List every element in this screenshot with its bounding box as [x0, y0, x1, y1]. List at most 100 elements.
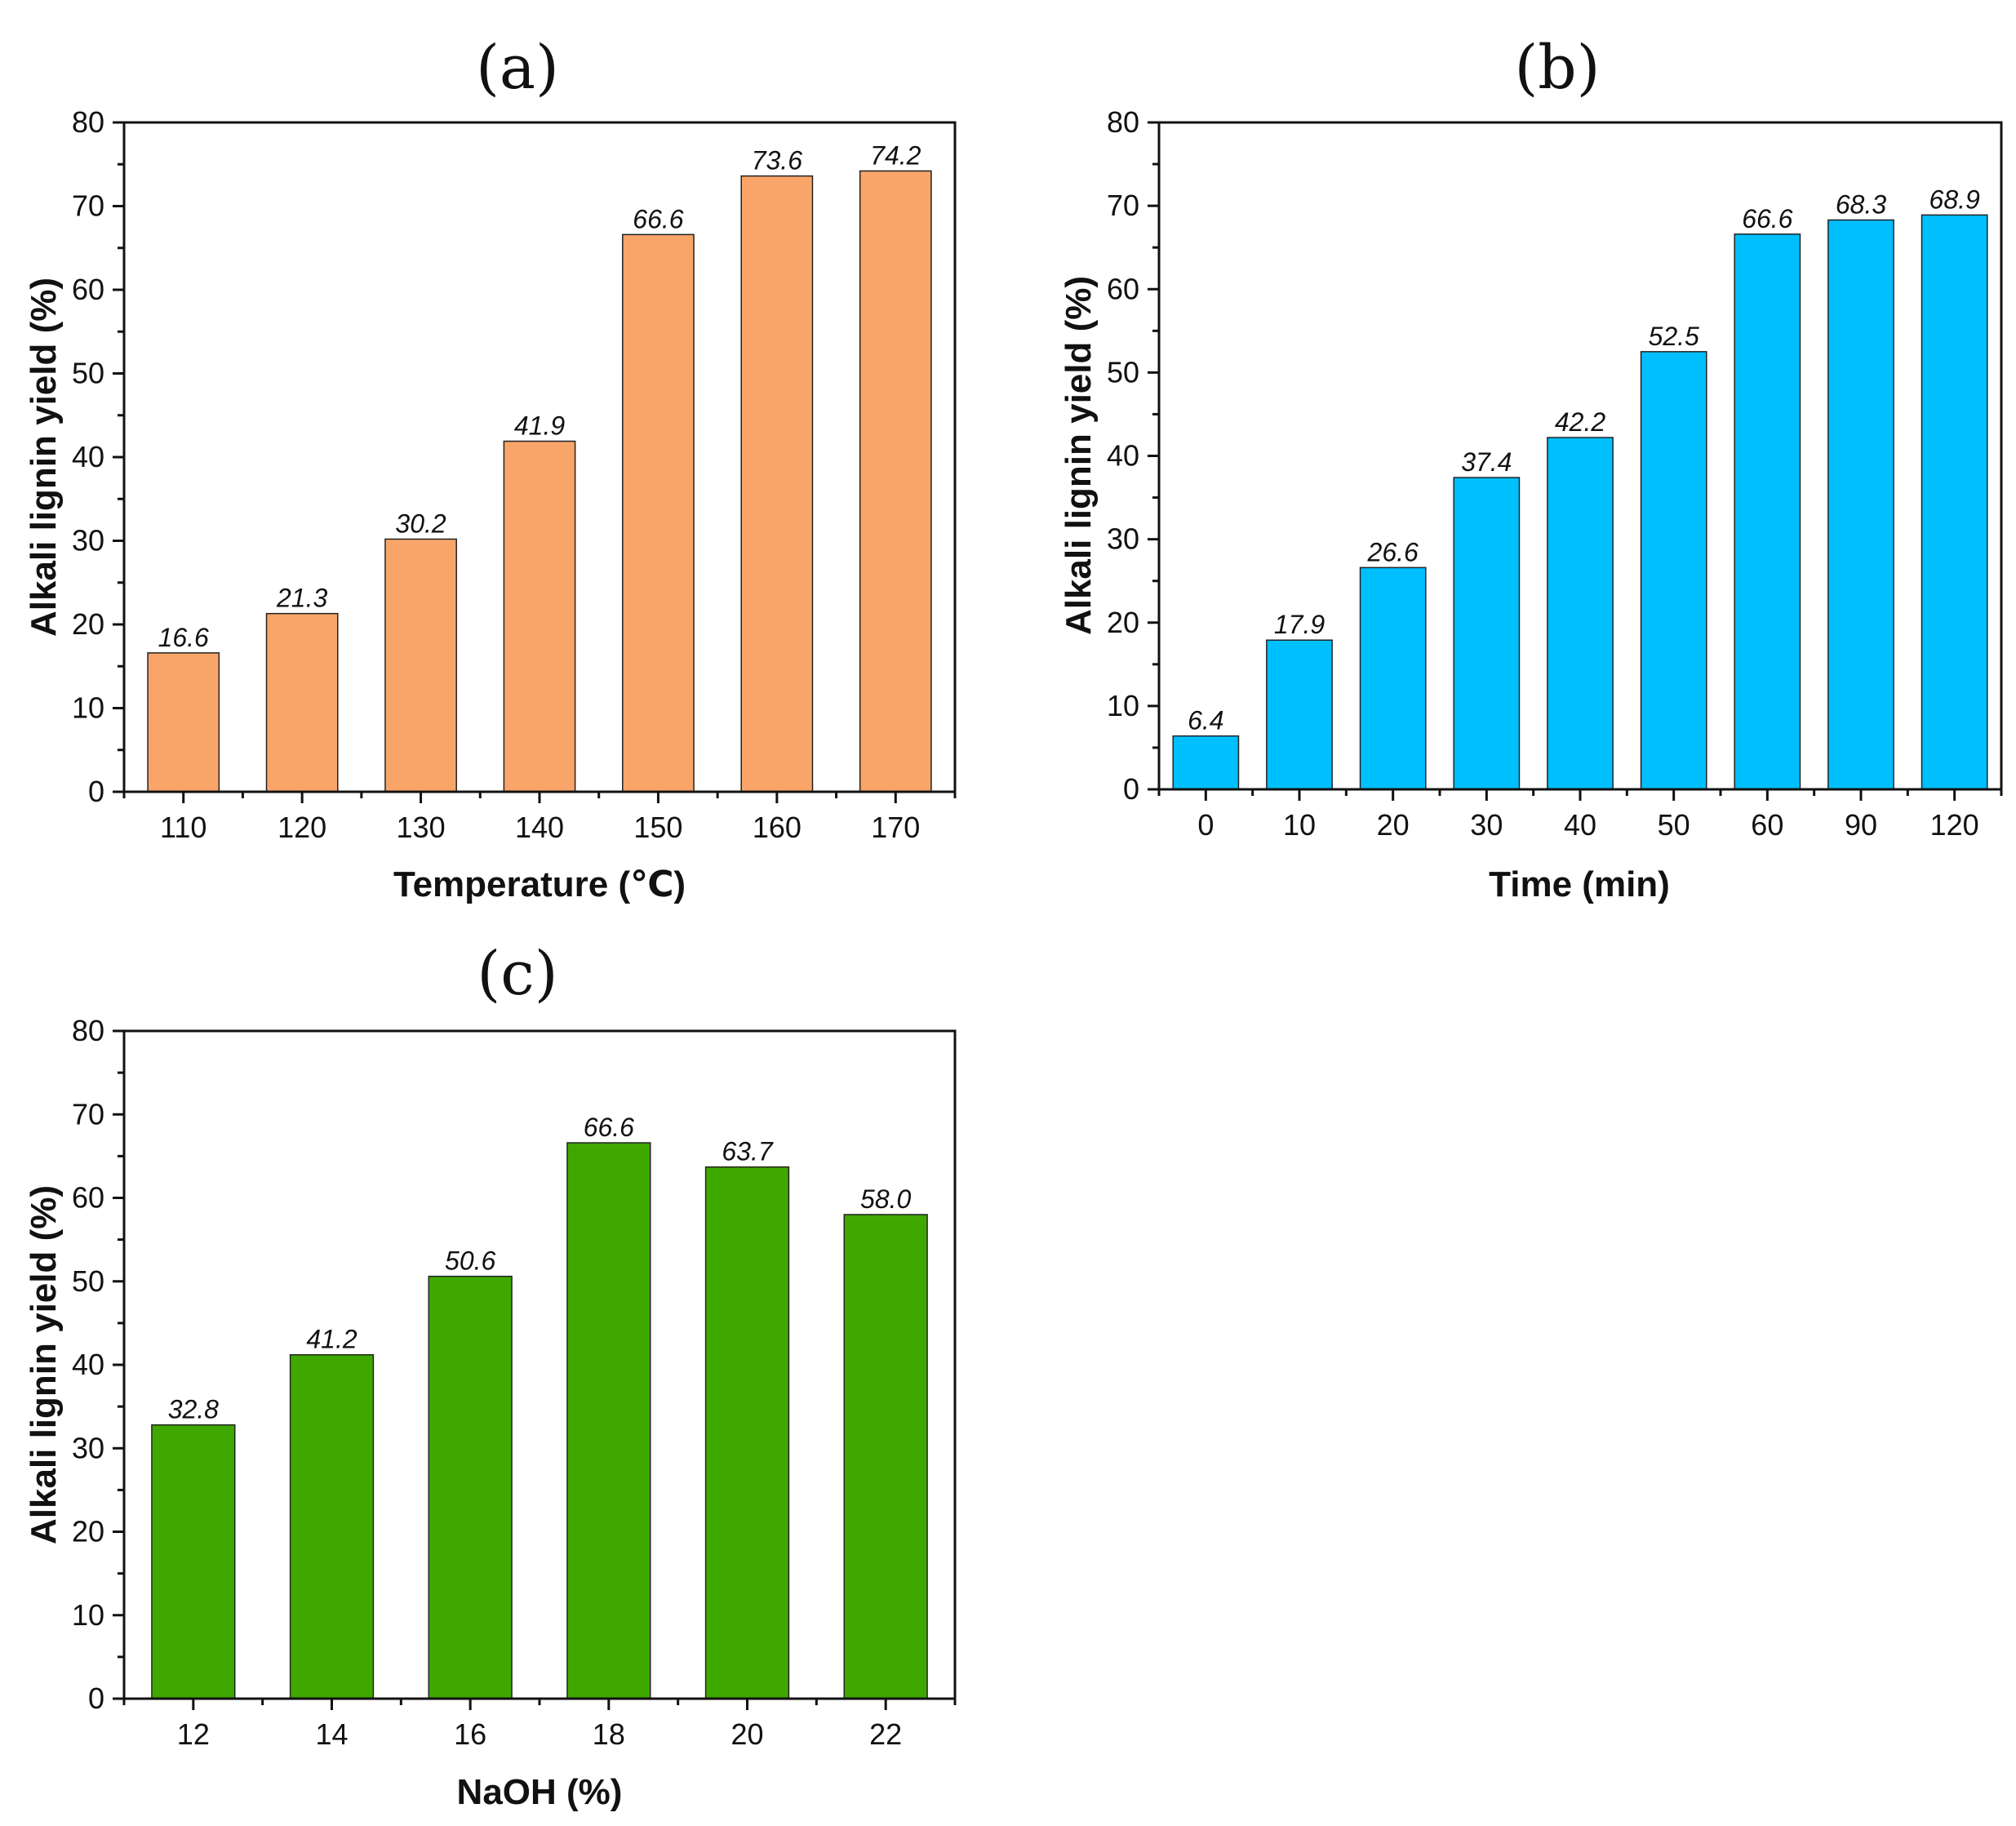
y-tick-label: 60 — [1107, 272, 1139, 305]
data-label: 63.7 — [722, 1137, 773, 1166]
data-label: 68.9 — [1929, 184, 1980, 214]
data-label: 41.2 — [306, 1325, 357, 1354]
x-tick-label: 22 — [869, 1717, 902, 1751]
y-tick-label: 40 — [1107, 439, 1139, 473]
panel-label: (b) — [1514, 33, 1600, 103]
data-label: 58.0 — [860, 1184, 911, 1214]
y-tick-label: 60 — [72, 273, 104, 306]
x-tick-label: 18 — [593, 1717, 625, 1751]
bar — [1359, 566, 1427, 790]
x-tick-label: 40 — [1564, 808, 1596, 842]
x-axis-title: Time (min) — [1489, 864, 1670, 904]
y-tick-label: 40 — [72, 440, 104, 473]
x-tick-label: 12 — [177, 1717, 210, 1751]
x-tick-label: 140 — [515, 811, 564, 844]
x-tick-label: 150 — [633, 811, 682, 844]
y-tick-label: 80 — [1107, 105, 1139, 139]
data-label: 26.6 — [1367, 537, 1419, 566]
x-tick-label: 60 — [1751, 808, 1783, 842]
y-tick-label: 80 — [72, 105, 104, 139]
x-tick-label: 120 — [1930, 808, 1979, 842]
bar — [566, 1142, 651, 1699]
x-tick-label: 160 — [753, 811, 802, 844]
y-tick-label: 30 — [72, 524, 104, 558]
y-tick-label: 70 — [72, 189, 104, 223]
bar — [1827, 219, 1894, 790]
y-tick-label: 30 — [1107, 522, 1139, 556]
data-label: 41.9 — [514, 411, 565, 441]
bar — [843, 1214, 928, 1699]
x-tick-label: 130 — [397, 811, 446, 844]
y-tick-label: 50 — [72, 1264, 104, 1298]
y-axis-title: Alkali lignin yield (%) — [24, 1185, 64, 1544]
data-label: 16.6 — [158, 623, 209, 652]
y-tick-label: 50 — [1107, 355, 1139, 389]
x-axis-title: NaOH (%) — [457, 1772, 623, 1812]
data-label: 52.5 — [1649, 322, 1699, 351]
y-tick-label: 10 — [72, 691, 104, 725]
y-tick-label: 70 — [72, 1097, 104, 1131]
x-tick-label: 30 — [1470, 808, 1503, 842]
bar — [622, 233, 695, 793]
chart-panel: (a) 16.6 21.3 30.2 41.9 66.6 73.6 74.2 0 10 20 30 40… — [24, 33, 957, 904]
data-label: 32.8 — [168, 1395, 219, 1424]
x-tick-label: 50 — [1658, 808, 1690, 842]
y-tick-label: 70 — [1107, 189, 1139, 222]
y-tick-label: 0 — [1123, 772, 1139, 806]
data-label: 66.6 — [633, 204, 683, 233]
bar — [428, 1275, 513, 1699]
bar — [503, 440, 576, 793]
bar — [1172, 735, 1240, 790]
y-tick-label: 40 — [72, 1348, 104, 1381]
y-tick-label: 10 — [1107, 689, 1139, 722]
y-tick-label: 50 — [72, 357, 104, 390]
data-label: 68.3 — [1836, 189, 1886, 219]
data-label: 17.9 — [1274, 610, 1325, 639]
data-label: 42.2 — [1555, 407, 1605, 437]
y-tick-label: 20 — [1107, 606, 1139, 639]
bar — [265, 612, 339, 793]
x-tick-label: 20 — [730, 1717, 763, 1751]
bar — [1734, 233, 1801, 790]
x-tick-label: 90 — [1845, 808, 1877, 842]
bar — [859, 170, 932, 793]
x-tick-label: 120 — [278, 811, 326, 844]
bar — [1640, 351, 1707, 790]
x-tick-label: 110 — [160, 811, 206, 844]
y-axis-title: Alkali lignin yield (%) — [24, 278, 64, 637]
y-tick-label: 10 — [72, 1598, 104, 1632]
bar — [704, 1166, 790, 1699]
x-tick-label: 20 — [1377, 808, 1410, 842]
chart-panel: (b) 6.4 17.9 26.6 37.4 42.2 52.5 66.6 68.3 68.9 0 1… — [1059, 33, 2003, 904]
bar — [1921, 214, 1988, 790]
chart-panel: (c) 32.8 41.2 50.6 66.6 63.7 58.0 0 10 20 30 40 50 60… — [24, 939, 957, 1812]
y-tick-label: 60 — [72, 1181, 104, 1215]
x-tick-label: 16 — [454, 1717, 486, 1751]
bar — [740, 175, 814, 793]
x-tick-label: 0 — [1197, 808, 1214, 842]
bar — [147, 652, 220, 793]
panel-label: (a) — [476, 33, 559, 103]
x-tick-label: 10 — [1283, 808, 1316, 842]
plot-frame — [122, 1029, 957, 1700]
x-axis-title: Temperature (℃) — [393, 864, 686, 904]
panel-label: (c) — [477, 939, 557, 1009]
y-axis-title: Alkali lignin yield (%) — [1059, 276, 1099, 635]
x-tick-label: 170 — [871, 811, 920, 844]
data-label: 74.2 — [870, 140, 921, 170]
data-label: 66.6 — [1742, 204, 1792, 233]
x-tick-label: 14 — [315, 1717, 348, 1751]
bar — [1547, 437, 1614, 790]
bar — [289, 1353, 375, 1699]
data-label: 66.6 — [584, 1113, 634, 1142]
bar — [384, 538, 457, 793]
bar — [1453, 477, 1521, 790]
y-tick-label: 0 — [88, 1682, 104, 1715]
y-tick-label: 20 — [72, 1515, 104, 1548]
y-tick-label: 30 — [72, 1431, 104, 1464]
data-label: 6.4 — [1188, 706, 1223, 735]
bar — [1266, 639, 1333, 790]
y-tick-label: 20 — [72, 607, 104, 641]
data-label: 30.2 — [395, 509, 446, 538]
